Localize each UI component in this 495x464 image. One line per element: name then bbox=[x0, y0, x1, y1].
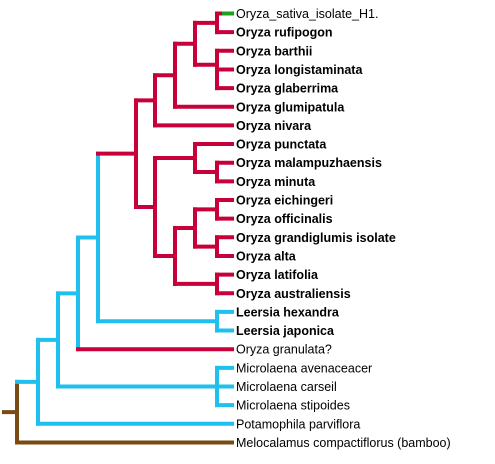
taxon-label: Oryza latifolia bbox=[236, 268, 319, 282]
taxon-label: Oryza alta bbox=[236, 249, 297, 263]
taxon-label: Oryza glaberrima bbox=[236, 82, 339, 96]
taxon-label: Oryza rufipogon bbox=[236, 26, 333, 40]
taxon-label: Oryza malampuzhaensis bbox=[236, 156, 382, 170]
taxon-label: Microlaena carseil bbox=[236, 380, 337, 394]
taxon-label: Oryza_sativa_isolate_H1. bbox=[236, 7, 378, 21]
tree-branches bbox=[2, 11, 234, 445]
taxon-label: Oryza longistaminata bbox=[236, 63, 363, 77]
taxon-label: Oryza minuta bbox=[236, 175, 316, 189]
taxon-label: Leersia hexandra bbox=[236, 305, 340, 319]
taxon-label: Microlaena avenaceacer bbox=[236, 361, 372, 375]
taxon-label: Oryza australiensis bbox=[236, 287, 351, 301]
taxon-label: Oryza barthii bbox=[236, 44, 312, 58]
taxon-labels: Oryza_sativa_isolate_H1. Oryza rufipogon O… bbox=[236, 7, 451, 450]
taxon-label: Potamophila parviflora bbox=[236, 417, 360, 431]
taxon-label: Oryza grandiglumis isolate bbox=[236, 231, 396, 245]
taxon-label: Oryza granulata? bbox=[236, 343, 332, 357]
taxon-label: Oryza punctata bbox=[236, 138, 327, 152]
taxon-label: Melocalamus compactiflorus (bamboo) bbox=[236, 436, 451, 450]
taxon-label: Oryza glumipatula bbox=[236, 100, 345, 114]
taxon-label: Oryza eichingeri bbox=[236, 194, 333, 208]
taxon-label: Microlaena stipoides bbox=[236, 399, 350, 413]
taxon-label: Leersia japonica bbox=[236, 324, 335, 338]
taxon-label: Oryza officinalis bbox=[236, 212, 333, 226]
taxon-label: Oryza nivara bbox=[236, 119, 312, 133]
